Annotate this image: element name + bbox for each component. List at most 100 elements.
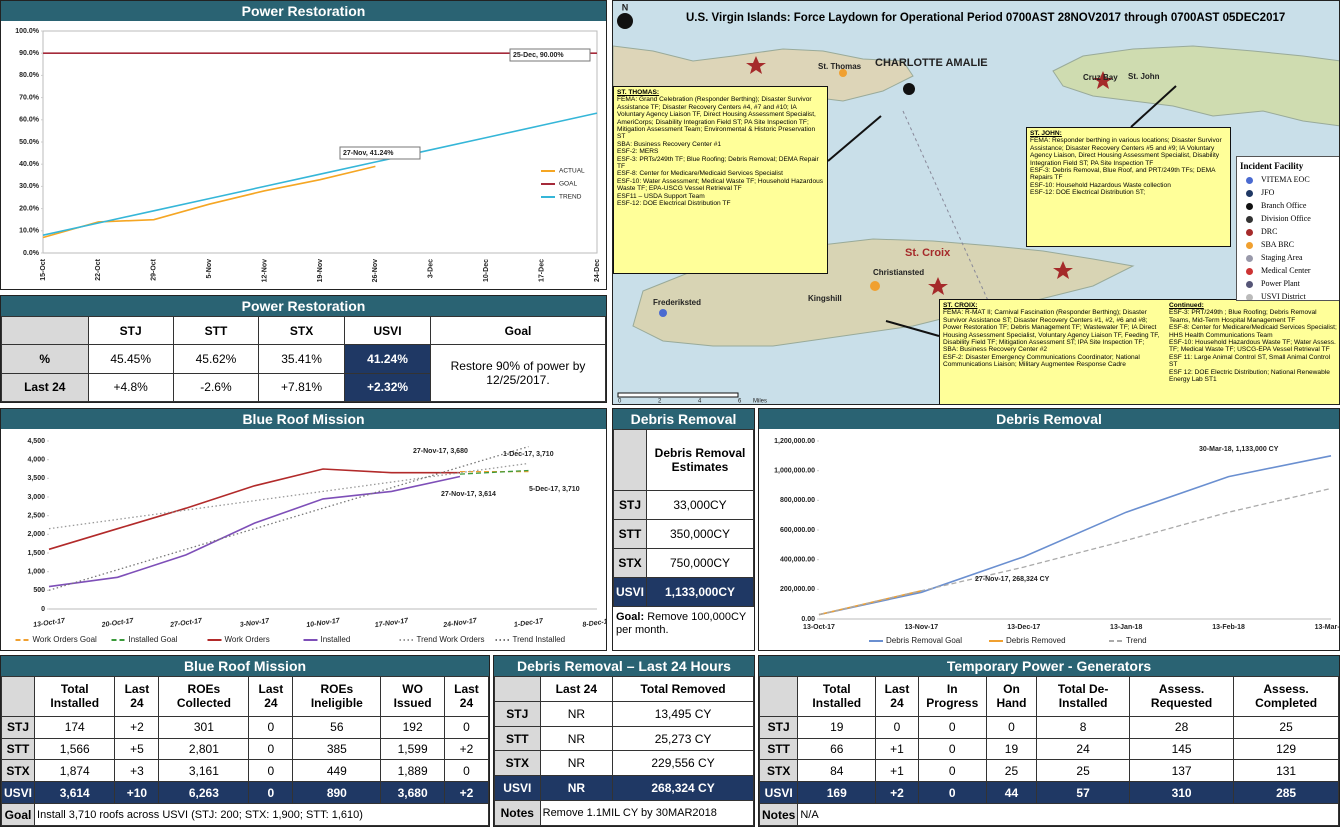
info-box-title: ST. THOMAS: [617,89,660,96]
compass [617,13,633,29]
cell: 385 [292,737,382,761]
legend-label: VITEMA EOC [1261,175,1310,184]
y-tick-label: 4,500 [27,438,45,445]
legend-icon [1246,293,1253,300]
data-row: STX 1,874 +3 3,161 0 449 1,889 0 [1,759,489,783]
cell: 57 [1036,781,1131,805]
legend-icon [1246,254,1253,262]
legend-label: Work Orders [225,635,270,644]
cell: +3 [114,759,160,783]
y-tick-label: 0 [41,606,45,613]
cell: 0 [917,715,987,739]
x-tick-label: 3-Dec [428,259,435,278]
y-tick-label: 1,500 [27,550,45,557]
row-label: STJ [613,490,648,520]
row-label: STJ [494,700,541,727]
cell: 192 [380,715,445,739]
note-row: Notes Remove 1.1MIL CY by 30MAR2018 [494,800,754,826]
table-wrap: Total Installed Last 24 ROEs Collected Last… [1,676,489,826]
goal-cell: Restore 90% of power by 12/25/2017. [430,344,606,402]
legend-icon [1246,189,1253,197]
info-line: ESF-10: Household Hazardous Waste TF; Wa… [1169,339,1336,354]
legend-label: TREND [559,194,582,201]
note: Remove 1.1MIL CY by 30MAR2018 [539,800,754,826]
y-tick-label: 200,000.00 [780,586,815,593]
cell: 24 [1036,737,1131,761]
x-tick-label: 17-Nov-17 [374,617,409,629]
cell: 1,566 [34,737,116,761]
data-table: STJ STT STX USVI Goal% 45.45% 45.62% 35.41% 41.2… [1,315,606,402]
cell: NR [539,700,614,727]
column-header: Last 24 [443,676,489,717]
legend-label: Debris Removed [1006,636,1066,645]
cell: 66 [797,737,877,761]
cell: 268,324 CY [612,775,754,802]
header-row: Last 24 Total Removed [494,676,754,702]
info-line: ESF 12: DOE Electric Distribution; Natio… [1169,368,1330,384]
legend-item: SBA BRC [1240,238,1339,251]
data-row: STT 1,566 +5 2,801 0 385 1,599 +2 [1,737,489,761]
cell: 0 [248,715,294,739]
info-line: FEMA: Grand Celebration (Responder Berth… [617,96,816,141]
info-line: ESF-12: DOE Electrical Distribution ST; [1030,189,1146,197]
row-label: % [1,344,89,374]
cell: 13,495 CY [612,700,754,727]
legend-item: VITEMA EOC [1240,173,1339,186]
note: Install 3,710 roofs across USVI (STJ: 20… [34,803,489,826]
y-tick-label: 2,500 [27,513,45,520]
column-header: Total De-Installed [1036,676,1131,717]
cell: 229,556 CY [612,750,754,777]
data-row: USVI NR 268,324 CY [494,775,754,802]
cell: 0 [985,715,1038,739]
x-tick-label: 13-Mar-18 [1315,624,1339,631]
row-label: STT [613,519,648,549]
corner-cell [1,676,36,717]
cell: 1,874 [34,759,116,783]
x-tick-label: 20-Oct-17 [100,618,135,630]
panel-title: Blue Roof Mission [1,409,606,429]
y-tick-label: 10.0% [19,228,40,235]
y-tick-label: 800,000.00 [780,497,815,504]
cell: +4.8% [87,372,174,402]
cell: 6,263 [158,781,250,805]
data-row: STT 350,000CY [613,519,754,549]
legend-label: Trend Work Orders [417,635,485,644]
y-tick-label: 80.0% [19,72,40,79]
data-row: STT 66 +1 0 19 24 145 129 [759,737,1339,761]
annotation: 1-Dec-17, 3,710 [503,451,554,458]
data-row: STX NR 229,556 CY [494,750,754,777]
compass-label: N [622,2,629,12]
legend-icon [1246,267,1253,275]
row-label: USVI [613,577,648,607]
cell: 890 [292,781,382,805]
cell: 2,801 [158,737,250,761]
info-line: ESF-10: Household Hazardous Waste collec… [1030,181,1171,189]
x-tick-label: 13-Dec-17 [1007,624,1040,631]
cell: 25,273 CY [612,725,754,752]
info-box: ST. JOHN: FEMA: Responder berthing in var… [1026,127,1231,247]
cell: 84 [797,759,877,783]
y-tick-label: 50.0% [19,139,40,146]
column-header: STT [172,315,260,346]
legend-item: USVI District [1240,290,1339,301]
scale-label: 4 [698,399,702,405]
y-tick-label: 3,500 [27,475,45,482]
column-header: Last 24 [875,676,919,717]
x-tick-label: 1-Dec-17 [514,618,545,629]
panel-title: Power Restoration [1,296,606,316]
marker [659,309,667,317]
series-line [48,475,461,588]
y-tick-label: 400,000.00 [780,557,815,564]
series-line [459,469,529,475]
y-tick-label: 40.0% [19,161,40,168]
island [1052,45,1339,127]
legend-icon [1246,280,1253,288]
legend-label: ACTUAL [559,168,585,175]
marker [839,69,847,77]
row-label: STX [759,759,799,783]
legend-label: USVI District [1261,292,1306,301]
data-row: STJ 174 +2 301 0 56 192 0 [1,715,489,739]
cell: 3,614 [34,781,116,805]
cell: 169 [797,781,877,805]
